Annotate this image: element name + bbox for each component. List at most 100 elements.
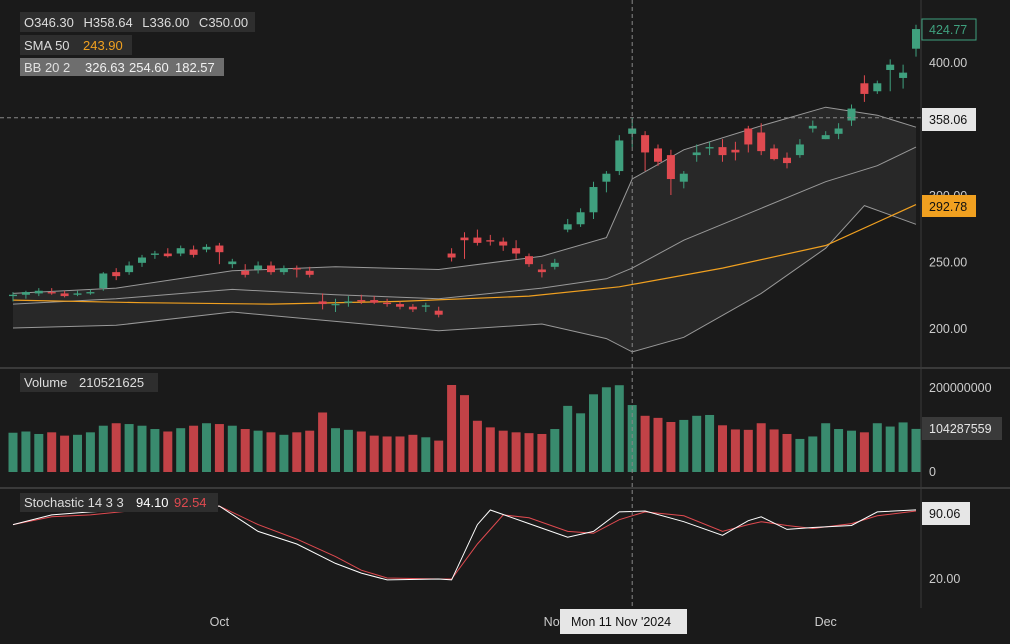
volume-bar[interactable] — [202, 423, 211, 472]
candle[interactable] — [21, 290, 30, 299]
volume-bar[interactable] — [795, 438, 805, 472]
volume-bar[interactable] — [640, 415, 650, 472]
volume-bar[interactable] — [111, 423, 121, 472]
candle[interactable] — [847, 104, 856, 126]
volume-bar[interactable] — [834, 429, 844, 472]
candle[interactable] — [731, 141, 740, 161]
volume-bar[interactable] — [240, 429, 250, 472]
volume-bar[interactable] — [408, 434, 418, 472]
candle[interactable] — [705, 141, 714, 156]
candle[interactable] — [886, 59, 895, 92]
volume-bar[interactable] — [163, 431, 173, 472]
volume-bar[interactable] — [472, 420, 482, 472]
volume-bar[interactable] — [679, 419, 689, 472]
candle[interactable] — [563, 218, 572, 233]
candle[interactable] — [641, 131, 650, 172]
candle[interactable] — [783, 152, 791, 169]
volume-bar[interactable] — [279, 434, 289, 472]
volume-bar[interactable] — [576, 413, 586, 472]
candle[interactable] — [744, 125, 753, 153]
candle[interactable] — [899, 64, 908, 89]
volume-bar[interactable] — [859, 432, 869, 472]
candle[interactable] — [279, 265, 288, 275]
candle[interactable] — [615, 135, 624, 176]
candle[interactable] — [383, 298, 392, 307]
volume-bar[interactable] — [485, 427, 495, 472]
volume-bar[interactable] — [872, 423, 882, 472]
candle[interactable] — [873, 80, 882, 94]
volume-bar[interactable] — [847, 430, 856, 472]
volume-bar-layer[interactable] — [8, 385, 921, 472]
candle[interactable] — [292, 265, 301, 278]
volume-bar[interactable] — [563, 405, 573, 472]
candle[interactable] — [189, 245, 198, 258]
candle[interactable] — [318, 293, 327, 310]
volume-bar[interactable] — [266, 432, 276, 472]
candle[interactable] — [550, 258, 559, 270]
candle[interactable] — [434, 306, 443, 318]
volume-bar[interactable] — [137, 425, 147, 472]
candle[interactable] — [602, 171, 611, 193]
volume-bar[interactable] — [395, 436, 405, 472]
candle[interactable] — [254, 261, 263, 274]
candle[interactable] — [99, 272, 108, 291]
candle[interactable] — [112, 268, 121, 281]
candle[interactable] — [808, 120, 817, 133]
volume-bar[interactable] — [769, 429, 779, 472]
candlestick-layer[interactable] — [9, 24, 920, 318]
volume-bar[interactable] — [356, 431, 366, 472]
volume-axis[interactable]: 200000000 0 — [929, 381, 992, 479]
candle[interactable] — [537, 264, 546, 278]
volume-bar[interactable] — [589, 394, 598, 472]
volume-bar[interactable] — [666, 421, 676, 472]
candle[interactable] — [305, 266, 314, 278]
bb-legend[interactable]: BB 20 2 326.63 254.60 182.57 — [20, 58, 224, 76]
candle[interactable] — [9, 292, 17, 302]
volume-bar[interactable] — [292, 432, 302, 472]
volume-bar[interactable] — [743, 429, 753, 472]
candle[interactable] — [73, 290, 82, 297]
volume-bar[interactable] — [421, 437, 431, 472]
volume-bar[interactable] — [614, 385, 624, 472]
volume-bar[interactable] — [60, 435, 70, 472]
candle[interactable] — [770, 144, 779, 161]
volume-legend[interactable]: Volume 210521625 — [20, 373, 158, 392]
volume-bar[interactable] — [47, 432, 57, 472]
volume-bar[interactable] — [253, 430, 263, 472]
candle[interactable] — [215, 242, 224, 265]
candle[interactable] — [176, 245, 185, 257]
candle[interactable] — [654, 144, 662, 166]
volume-bar[interactable] — [524, 433, 534, 472]
candle[interactable] — [344, 296, 353, 307]
volume-bar[interactable] — [730, 429, 740, 472]
candle[interactable] — [666, 149, 675, 195]
volume-bar[interactable] — [85, 432, 95, 472]
candle[interactable] — [821, 131, 830, 140]
volume-bar[interactable] — [550, 429, 560, 472]
volume-bar[interactable] — [821, 423, 831, 472]
volume-bar[interactable] — [189, 425, 199, 472]
candle[interactable] — [718, 139, 727, 162]
volume-bar[interactable] — [782, 433, 792, 472]
candle[interactable] — [86, 289, 95, 295]
candle[interactable] — [589, 181, 598, 219]
candle[interactable] — [202, 244, 211, 253]
stoch-legend[interactable]: Stochastic 14 3 3 94.10 92.54 — [20, 493, 218, 512]
candle[interactable] — [525, 253, 533, 267]
volume-bar[interactable] — [73, 434, 82, 472]
candle[interactable] — [267, 261, 275, 275]
volume-bar[interactable] — [911, 428, 921, 472]
candle[interactable] — [757, 123, 766, 156]
candle[interactable] — [60, 290, 69, 298]
candle[interactable] — [795, 139, 804, 158]
volume-bar[interactable] — [756, 423, 766, 472]
candle[interactable] — [576, 208, 585, 227]
candle[interactable] — [692, 144, 701, 162]
candle[interactable] — [47, 288, 56, 295]
volume-bar[interactable] — [653, 417, 663, 472]
candle[interactable] — [912, 24, 920, 57]
candle[interactable] — [228, 258, 237, 269]
candle[interactable] — [370, 296, 379, 305]
